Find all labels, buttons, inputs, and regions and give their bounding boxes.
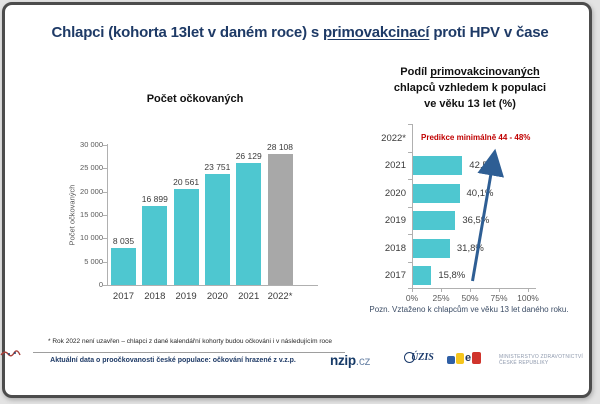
bar: [173, 189, 199, 285]
right-chart-title-line1: Podíl primovakcinovaných: [372, 64, 568, 80]
left-x-tick-label: 2017: [112, 291, 135, 302]
right-y-axis-line: [412, 124, 413, 288]
partner-logo-e-icon: e: [465, 352, 472, 364]
left-y-tick-mark: [103, 215, 107, 216]
right-chart-title-line3: ve věku 13 let (%): [424, 98, 516, 110]
partner-logo-blue-icon: [447, 356, 455, 364]
right-y-tick-mark: [408, 262, 412, 263]
right-x-tick-label: 25%: [432, 293, 450, 303]
prediction-annotation: Predikce minimálně 44 - 48%: [421, 133, 531, 142]
bar: [413, 183, 460, 203]
bar-value-label: 31,8%: [456, 242, 484, 254]
right-category-label: 2019: [384, 215, 406, 227]
slide-title-pre: Chlapci (kohorta 13let v daném roce) s: [51, 24, 323, 41]
right-category-label: 2021: [384, 160, 406, 172]
left-y-tick-mark: [103, 168, 107, 170]
left-y-tick-mark: [103, 191, 107, 193]
slide-title-underlined: primovakcinací: [322, 24, 430, 41]
right-chart-note: Pozn. Vztaženo k chlapcům ve věku 13 let…: [369, 305, 569, 314]
left-x-axis-line: [107, 285, 318, 286]
left-x-tick-label: 2021: [238, 291, 260, 302]
footer-divider: [33, 352, 345, 353]
nzip-logo-suffix: .cz: [355, 354, 371, 368]
bar-value-label: 8 035: [112, 235, 135, 246]
left-x-tick-label: 2018: [144, 291, 166, 302]
bar: [111, 247, 136, 285]
left-y-tick-label: 30 000: [80, 140, 103, 149]
footnote: * Rok 2022 není uzavřen – chlapci z dané…: [48, 338, 333, 345]
right-y-tick-mark: [408, 234, 412, 236]
right-x-tick-label: 100%: [517, 293, 539, 303]
bar-value-label: 28 108: [267, 141, 293, 152]
slide-title: Chlapci (kohorta 13let v daném roce) s p…: [8, 24, 592, 41]
bar: [413, 156, 463, 176]
bar-value-label: 16 899: [141, 194, 168, 205]
partner-logo-red-icon: [472, 352, 482, 364]
right-x-tick-mark: [441, 288, 442, 292]
right-category-label: 2020: [384, 187, 406, 199]
left-y-tick-mark: [103, 261, 107, 263]
bar: [142, 206, 168, 285]
bar-value-label: 15,8%: [438, 270, 466, 282]
left-x-tick-label: 2019: [175, 291, 197, 302]
left-chart-title: Počet očkovaných: [146, 93, 244, 105]
bar: [267, 153, 293, 285]
bar-value-label: 36,5%: [462, 215, 490, 227]
credit-line: Aktuální data o proočkovanosti české pop…: [50, 357, 296, 364]
right-y-tick-mark: [408, 179, 412, 181]
right-x-tick-mark: [412, 288, 413, 292]
bar: [413, 238, 450, 258]
left-y-tick-mark: [103, 285, 107, 286]
left-y-tick-mark: [103, 238, 107, 240]
bar-value-label: 26 129: [235, 151, 262, 162]
right-y-tick-mark: [408, 124, 412, 126]
nzip-logo-text: nzip: [330, 353, 356, 368]
left-y-tick-label: 5 000: [84, 256, 103, 266]
nzip-logo: nzip.cz: [330, 352, 371, 370]
right-title-underlined: primovakcinovaných: [430, 66, 540, 78]
left-x-tick-label: 2020: [206, 291, 228, 302]
bar-value-label: 20 561: [173, 177, 200, 188]
left-y-tick-label: 0: [98, 280, 103, 289]
bar: [236, 163, 262, 285]
bar-value-label: 42,5%: [469, 160, 497, 172]
right-x-axis-line: [408, 288, 536, 289]
bar-value-label: 40,1%: [466, 187, 494, 199]
right-y-tick-mark: [408, 151, 412, 153]
left-y-axis-line: [107, 144, 108, 286]
ministry-logo: MINISTERSTVO ZDRAVOTNICTVÍ ČESKÉ REPUBLI…: [499, 354, 583, 366]
left-y-tick-mark: [103, 145, 107, 146]
partner-logo: e: [447, 352, 482, 364]
handwritten-mark: [0, 350, 21, 357]
uzis-logo: ÚZIS: [404, 352, 434, 363]
right-y-tick-mark: [408, 206, 412, 208]
partner-logo-yellow-icon: [456, 353, 464, 364]
left-y-tick-label: 20 000: [80, 186, 103, 196]
right-chart-title-line2: chlapců vzhledem k populaci: [393, 82, 547, 94]
bar: [204, 174, 230, 285]
bar-value-label: 23 751: [204, 162, 231, 173]
left-y-tick-label: 15 000: [80, 210, 103, 219]
right-category-label: 2017: [384, 270, 406, 282]
uzis-logo-text: ÚZIS: [411, 352, 434, 363]
left-y-tick-label: 10 000: [80, 233, 103, 243]
uzis-emblem-icon: [404, 352, 415, 363]
ministry-line2: ČESKÉ REPUBLIKY: [499, 360, 549, 366]
bar: [413, 211, 456, 231]
right-x-tick-label: 0%: [405, 293, 419, 303]
slide-title-post: proti HPV v čase: [429, 24, 549, 41]
left-x-tick-label: 2022*: [267, 291, 293, 302]
bar: [413, 266, 432, 286]
right-category-label: 2022*: [381, 132, 406, 144]
right-title-pre: Podíl: [400, 66, 431, 78]
right-x-tick-mark: [499, 288, 500, 292]
ministry-line1: MINISTERSTVO ZDRAVOTNICTVÍ: [499, 354, 583, 360]
right-x-tick-label: 50%: [461, 293, 479, 303]
right-chart-title: Podíl primovakcinovaných chlapců vzhlede…: [372, 64, 568, 112]
right-x-tick-mark: [528, 288, 529, 292]
right-x-tick-mark: [470, 288, 471, 292]
right-x-tick-label: 75%: [490, 293, 508, 303]
right-category-label: 2018: [384, 242, 406, 254]
left-y-tick-label: 25 000: [80, 163, 103, 173]
